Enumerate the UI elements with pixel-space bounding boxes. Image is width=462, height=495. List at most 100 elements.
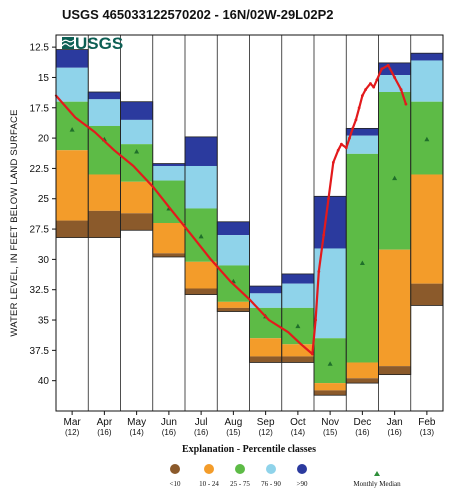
x-count-label-mar: (12) <box>65 428 80 437</box>
x-count-label-jul: (16) <box>194 428 209 437</box>
bar-feb-p10-24 <box>410 174 443 284</box>
x-tick-label-dec: Dec <box>353 417 371 428</box>
legend-swatch-1 <box>204 464 214 474</box>
bar-sep-p10-24 <box>249 338 282 357</box>
bar-nov-p10-24 <box>314 383 347 391</box>
bar-jun-p25-75 <box>152 180 185 223</box>
measured-point <box>327 197 330 201</box>
x-count-label-apr: (16) <box>97 428 112 437</box>
legend-label-2: 25 - 75 <box>230 480 250 488</box>
x-tick-label-mar: Mar <box>64 417 82 428</box>
legend-title: Explanation - Percentile classes <box>182 444 316 455</box>
x-tick-label-jan: Jan <box>387 417 403 428</box>
bar-sep-p76-90 <box>249 293 282 308</box>
x-tick-label-nov: Nov <box>321 417 339 428</box>
y-tick-label: 25 <box>38 194 50 205</box>
legend-label-4: >90 <box>297 480 308 488</box>
measured-point <box>372 85 376 89</box>
y-tick-label: 30 <box>38 255 50 266</box>
x-count-label-nov: (15) <box>323 428 338 437</box>
measured-point <box>393 76 397 79</box>
x-count-label-oct: (14) <box>291 428 306 437</box>
measured-point <box>375 78 379 82</box>
measured-point <box>369 82 372 85</box>
bar-jun-p10-24 <box>152 223 185 254</box>
bar-dec-lt10 <box>346 378 379 384</box>
legend-swatch-3 <box>266 464 276 474</box>
y-tick-label: 22.5 <box>30 164 50 175</box>
measured-point <box>336 148 340 152</box>
bar-oct-gt90 <box>281 273 314 284</box>
y-tick-label: 20 <box>38 134 50 145</box>
bar-may-gt90 <box>120 101 153 120</box>
y-tick-label: 12.5 <box>30 43 50 54</box>
bar-feb-gt90 <box>410 53 443 61</box>
x-count-label-may: (14) <box>130 428 145 437</box>
legend-median-label: Monthly Median <box>353 480 401 488</box>
median-marker-mar <box>69 127 75 132</box>
bar-feb-lt10 <box>410 283 443 306</box>
median-marker-feb <box>424 136 430 142</box>
x-count-label-dec: (16) <box>355 428 370 437</box>
bar-mar-p76-90 <box>56 67 89 102</box>
bar-nov-p76-90 <box>314 248 347 339</box>
bar-jun-p76-90 <box>152 165 185 181</box>
bar-mar-p25-75 <box>56 101 89 151</box>
chart-title: USGS 465033122570202 - 16N/02W-29L02P2 <box>62 7 333 22</box>
median-marker-jan <box>392 175 398 181</box>
legend-median-marker <box>374 471 380 476</box>
bar-dec-p76-90 <box>346 135 379 154</box>
bar-jun-lt10 <box>152 253 185 257</box>
bar-dec-gt90 <box>346 128 379 136</box>
bar-aug-lt10 <box>217 307 250 312</box>
bar-aug-p76-90 <box>217 235 250 266</box>
median-marker-may <box>134 148 140 154</box>
measured-point <box>364 88 367 91</box>
measured-point <box>404 102 408 106</box>
bar-feb-p76-90 <box>410 60 443 102</box>
y-tick-label: 32.5 <box>30 285 50 296</box>
bar-apr-gt90 <box>88 92 121 100</box>
bar-aug-gt90 <box>217 221 250 236</box>
y-tick-label: 35 <box>38 316 50 327</box>
measured-point <box>331 160 335 164</box>
median-marker-jul <box>198 233 204 239</box>
bar-mar-p10-24 <box>56 150 89 221</box>
bar-mar-gt90 <box>56 49 89 68</box>
x-tick-label-jul: Jul <box>195 417 208 428</box>
usgs-logo: USGS <box>61 34 123 53</box>
bar-nov-gt90 <box>314 196 347 249</box>
legend-median-item: Monthly Median <box>353 471 401 488</box>
measured-point <box>351 126 355 130</box>
legend-classes: <10 10 - 24 25 - 75 76 - 90 >90 <box>170 464 308 488</box>
bar-jul-p10-24 <box>185 261 218 289</box>
measured-point <box>354 118 358 122</box>
measured-point <box>314 318 318 322</box>
x-tick-label-oct: Oct <box>290 417 306 428</box>
legend-swatch-2 <box>235 464 245 474</box>
measured-point <box>317 270 321 273</box>
measured-point <box>344 146 348 150</box>
x-tick-label-apr: Apr <box>97 417 113 428</box>
x-axis: Mar(12)Apr(16)May(14)Jun(16)Jul(16)Aug(1… <box>64 411 436 437</box>
y-axis: 12.5 15 17.5 20 22.5 25 27.5 30 32.5 35 37.5 40 <box>30 43 56 387</box>
bar-sep-gt90 <box>249 286 282 294</box>
x-tick-label-feb: Feb <box>418 417 436 428</box>
measured-point <box>310 352 314 356</box>
y-tick-label: 40 <box>38 376 50 387</box>
legend-label-0: <10 <box>170 480 181 488</box>
bar-mar-lt10 <box>56 220 89 238</box>
usgs-logo-text: USGS <box>75 34 123 53</box>
measured-point <box>348 136 351 140</box>
bar-oct-p76-90 <box>281 283 314 308</box>
bar-jan-p76-90 <box>378 75 411 93</box>
bar-sep-lt10 <box>249 356 282 363</box>
median-marker-nov <box>327 361 333 366</box>
x-tick-label-jun: Jun <box>161 417 177 428</box>
x-count-label-jun: (16) <box>162 428 177 437</box>
bar-oct-lt10 <box>281 356 314 363</box>
legend-swatch-4 <box>297 464 307 474</box>
plot-frame <box>55 34 444 412</box>
bar-dec-p10-24 <box>346 362 379 379</box>
